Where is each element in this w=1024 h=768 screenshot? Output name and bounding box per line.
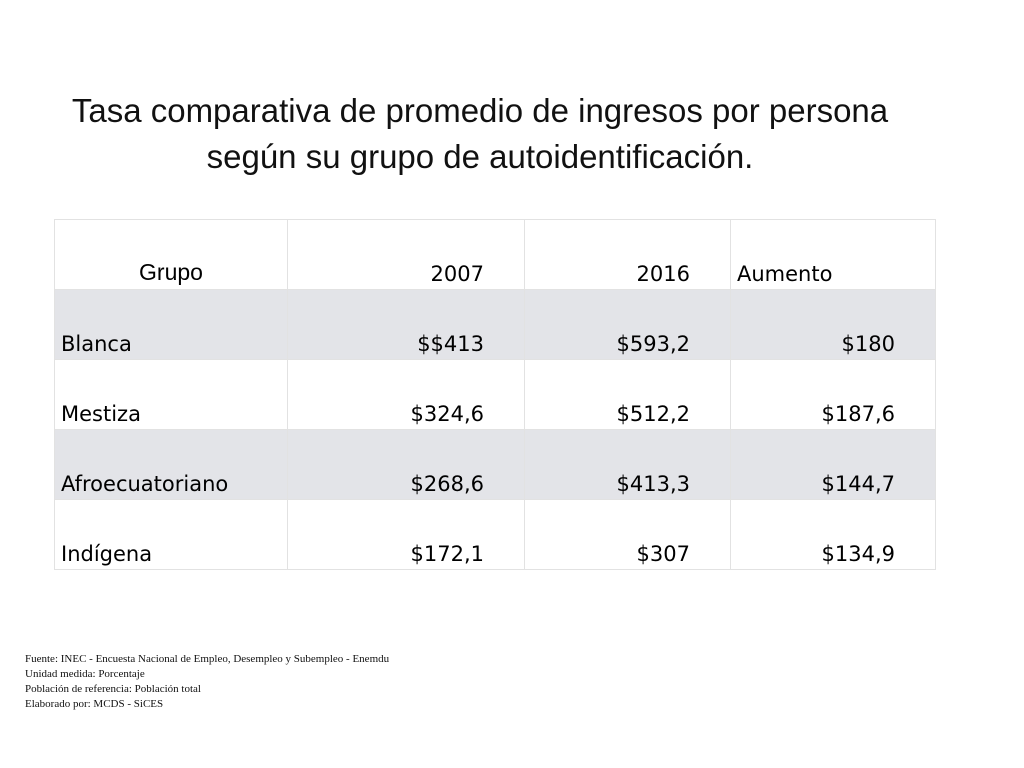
cell-2016: $593,2 [524, 289, 731, 360]
cell-2007: $324,6 [287, 359, 525, 430]
income-table: Grupo 2007 2016 Aumento Blanca $$413 $59… [54, 219, 936, 570]
cell-grupo: Blanca [54, 289, 288, 360]
table-row: Afroecuatoriano $268,6 $413,3 $144,7 [54, 429, 936, 500]
cell-aumento: $187,6 [730, 359, 936, 430]
table-row: Indígena $172,1 $307 $134,9 [54, 499, 936, 570]
title-line-2: según su grupo de autoidentificación. [206, 138, 754, 175]
cell-2007: $268,6 [287, 429, 525, 500]
page-title: Tasa comparativa de promedio de ingresos… [20, 88, 940, 180]
table-row: Mestiza $324,6 $512,2 $187,6 [54, 359, 936, 430]
cell-2016: $413,3 [524, 429, 731, 500]
cell-grupo: Indígena [54, 499, 288, 570]
cell-aumento: $180 [730, 289, 936, 360]
header-2016: 2016 [524, 219, 731, 290]
source-footnote: Fuente: INEC - Encuesta Nacional de Empl… [25, 652, 395, 712]
cell-grupo: Mestiza [54, 359, 288, 430]
footnote-population: Población de referencia: Población total [25, 683, 201, 695]
cell-2016: $307 [524, 499, 731, 570]
footnote-unit: Unidad medida: Porcentaje [25, 668, 145, 680]
cell-aumento: $144,7 [730, 429, 936, 500]
cell-2016: $512,2 [524, 359, 731, 430]
footnote-source: Fuente: INEC - Encuesta Nacional de Empl… [25, 653, 390, 665]
header-2007: 2007 [287, 219, 525, 290]
footnote-author: Elaborado por: MCDS - SiCES [25, 698, 164, 710]
cell-grupo: Afroecuatoriano [54, 429, 288, 500]
cell-2007: $$413 [287, 289, 525, 360]
header-grupo: Grupo [54, 219, 288, 290]
table-row: Blanca $$413 $593,2 $180 [54, 289, 936, 360]
cell-2007: $172,1 [287, 499, 525, 570]
title-line-1: Tasa comparativa de promedio de ingresos… [71, 92, 889, 129]
header-aumento: Aumento [730, 219, 936, 290]
table-header-row: Grupo 2007 2016 Aumento [54, 219, 936, 290]
cell-aumento: $134,9 [730, 499, 936, 570]
